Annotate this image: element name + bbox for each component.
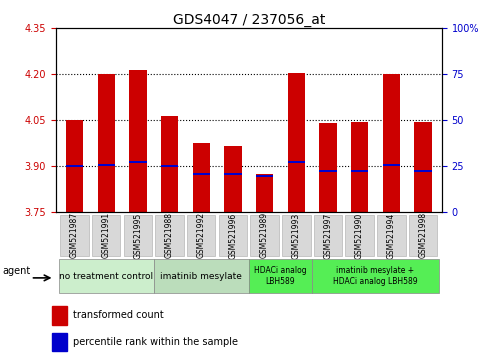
- Text: GSM521990: GSM521990: [355, 212, 364, 258]
- Bar: [383, 74, 400, 212]
- Bar: [319, 170, 337, 172]
- Bar: [256, 175, 273, 177]
- Text: GSM521998: GSM521998: [418, 212, 427, 258]
- Bar: [224, 173, 242, 175]
- Bar: [193, 143, 210, 212]
- FancyBboxPatch shape: [377, 215, 406, 256]
- Text: GSM521992: GSM521992: [197, 212, 206, 258]
- FancyBboxPatch shape: [249, 259, 312, 293]
- Title: GDS4047 / 237056_at: GDS4047 / 237056_at: [172, 13, 325, 27]
- Text: agent: agent: [3, 266, 31, 276]
- FancyBboxPatch shape: [154, 259, 249, 293]
- FancyBboxPatch shape: [219, 215, 247, 256]
- Text: percentile rank within the sample: percentile rank within the sample: [73, 337, 238, 347]
- Text: GSM521987: GSM521987: [70, 212, 79, 258]
- Bar: [66, 165, 83, 167]
- Bar: [287, 161, 305, 163]
- Bar: [414, 122, 432, 212]
- Bar: [98, 74, 115, 212]
- Bar: [52, 307, 67, 325]
- Bar: [129, 161, 147, 163]
- Text: GSM521994: GSM521994: [387, 212, 396, 258]
- Text: no treatment control: no treatment control: [59, 272, 153, 281]
- Text: GSM521988: GSM521988: [165, 212, 174, 258]
- FancyBboxPatch shape: [59, 259, 154, 293]
- Bar: [319, 124, 337, 212]
- Text: GSM521995: GSM521995: [133, 212, 142, 258]
- Bar: [351, 122, 369, 212]
- FancyBboxPatch shape: [124, 215, 152, 256]
- FancyBboxPatch shape: [187, 215, 215, 256]
- Bar: [161, 165, 178, 167]
- Bar: [383, 164, 400, 166]
- FancyBboxPatch shape: [312, 259, 439, 293]
- Text: GSM521993: GSM521993: [292, 212, 301, 258]
- Bar: [193, 173, 210, 175]
- Text: imatinib mesylate: imatinib mesylate: [160, 272, 242, 281]
- FancyBboxPatch shape: [313, 215, 342, 256]
- Bar: [66, 120, 83, 212]
- FancyBboxPatch shape: [60, 215, 89, 256]
- Text: GSM521996: GSM521996: [228, 212, 238, 258]
- Text: GSM521991: GSM521991: [102, 212, 111, 258]
- FancyBboxPatch shape: [156, 215, 184, 256]
- Bar: [161, 116, 178, 212]
- Bar: [351, 170, 369, 172]
- FancyBboxPatch shape: [92, 215, 120, 256]
- Text: GSM521997: GSM521997: [324, 212, 332, 258]
- Bar: [414, 170, 432, 172]
- Bar: [129, 70, 147, 212]
- Bar: [287, 73, 305, 212]
- Text: imatinib mesylate +
HDACi analog LBH589: imatinib mesylate + HDACi analog LBH589: [333, 267, 418, 286]
- Text: transformed count: transformed count: [73, 310, 164, 320]
- FancyBboxPatch shape: [282, 215, 311, 256]
- FancyBboxPatch shape: [250, 215, 279, 256]
- Bar: [256, 174, 273, 212]
- Bar: [52, 333, 67, 351]
- Bar: [98, 164, 115, 166]
- FancyBboxPatch shape: [345, 215, 374, 256]
- Bar: [224, 147, 242, 212]
- Text: HDACi analog
LBH589: HDACi analog LBH589: [254, 267, 307, 286]
- FancyBboxPatch shape: [409, 215, 437, 256]
- Text: GSM521989: GSM521989: [260, 212, 269, 258]
